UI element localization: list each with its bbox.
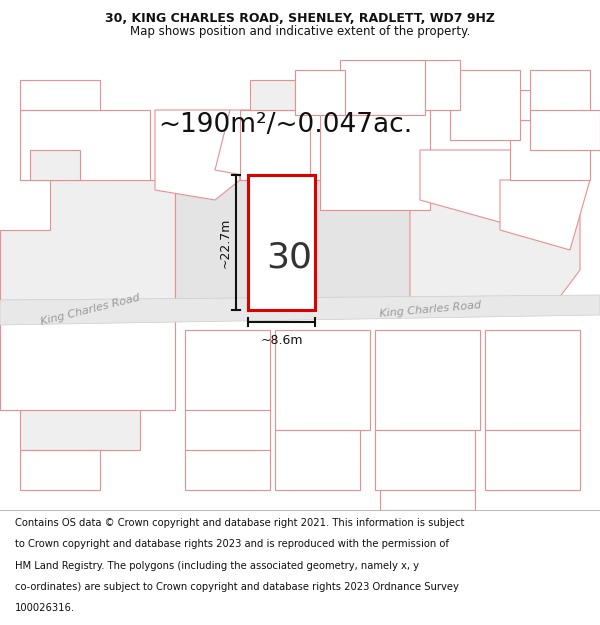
Polygon shape xyxy=(485,430,580,490)
Polygon shape xyxy=(275,330,370,430)
Text: Map shows position and indicative extent of the property.: Map shows position and indicative extent… xyxy=(130,24,470,38)
Polygon shape xyxy=(240,110,310,180)
Text: 100026316.: 100026316. xyxy=(15,603,75,613)
Polygon shape xyxy=(155,110,240,200)
Polygon shape xyxy=(30,150,80,180)
Polygon shape xyxy=(185,450,270,490)
Text: 30: 30 xyxy=(266,241,313,274)
Polygon shape xyxy=(530,70,590,115)
Polygon shape xyxy=(510,90,570,120)
Polygon shape xyxy=(510,120,590,180)
Polygon shape xyxy=(340,60,425,115)
Polygon shape xyxy=(248,175,315,310)
Text: King Charles Road: King Charles Road xyxy=(40,292,140,328)
Polygon shape xyxy=(20,410,140,450)
Polygon shape xyxy=(375,330,480,430)
Polygon shape xyxy=(0,310,175,410)
Text: King Charles Road: King Charles Road xyxy=(379,301,481,319)
Polygon shape xyxy=(380,490,475,510)
Polygon shape xyxy=(295,70,345,115)
Text: ~190m²/~0.047ac.: ~190m²/~0.047ac. xyxy=(158,112,412,138)
Text: co-ordinates) are subject to Crown copyright and database rights 2023 Ordnance S: co-ordinates) are subject to Crown copyr… xyxy=(15,582,459,592)
Polygon shape xyxy=(0,180,175,300)
Polygon shape xyxy=(320,110,430,210)
Polygon shape xyxy=(275,430,360,490)
Polygon shape xyxy=(500,180,590,250)
Polygon shape xyxy=(175,180,410,305)
Polygon shape xyxy=(420,60,460,110)
Polygon shape xyxy=(410,180,580,310)
Text: 30, KING CHARLES ROAD, SHENLEY, RADLETT, WD7 9HZ: 30, KING CHARLES ROAD, SHENLEY, RADLETT,… xyxy=(105,12,495,26)
Polygon shape xyxy=(530,110,600,150)
Polygon shape xyxy=(420,150,520,225)
Polygon shape xyxy=(450,70,520,140)
Polygon shape xyxy=(185,410,270,450)
Polygon shape xyxy=(20,450,100,490)
Polygon shape xyxy=(375,430,475,490)
Text: to Crown copyright and database rights 2023 and is reproduced with the permissio: to Crown copyright and database rights 2… xyxy=(15,539,449,549)
Text: ~8.6m: ~8.6m xyxy=(260,334,303,347)
Polygon shape xyxy=(20,110,150,180)
Polygon shape xyxy=(20,80,100,110)
Text: ~22.7m: ~22.7m xyxy=(218,217,232,268)
Polygon shape xyxy=(215,110,270,180)
Polygon shape xyxy=(485,330,580,430)
Polygon shape xyxy=(250,80,295,110)
Polygon shape xyxy=(185,330,270,410)
Text: Contains OS data © Crown copyright and database right 2021. This information is : Contains OS data © Crown copyright and d… xyxy=(15,518,464,528)
Text: HM Land Registry. The polygons (including the associated geometry, namely x, y: HM Land Registry. The polygons (includin… xyxy=(15,561,419,571)
Polygon shape xyxy=(0,295,600,325)
